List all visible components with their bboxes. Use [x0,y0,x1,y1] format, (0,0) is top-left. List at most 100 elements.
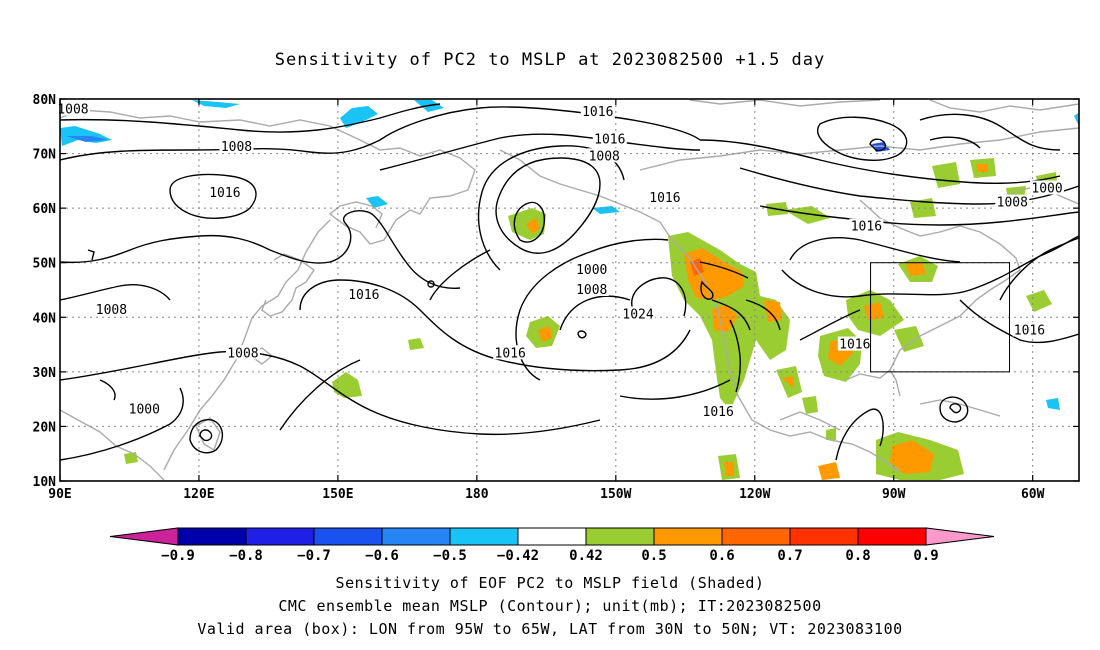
colorbar-low-triangle [109,527,179,546]
lon-tick-label: 90E [48,487,71,502]
mslp-contour [816,116,908,161]
contour-label-bg [574,261,609,276]
lat-tick-label: 70N [33,148,57,163]
positive-sensitivity-patch [124,452,138,464]
positive-sensitivity-patch [784,206,830,224]
colorbar-segment [789,527,859,546]
mslp-contour [87,249,95,261]
coastline [929,99,1079,113]
mslp-contour [959,299,1079,344]
contour-label-bg [837,336,872,351]
negative-sensitivity-patch [192,100,240,108]
lat-tick-label: 30N [33,366,57,381]
contour-label: 1016 [649,191,680,206]
contour-label-bg [621,306,656,321]
positive-sensitivity-patch [910,198,936,218]
colorbar-label: 0.5 [641,548,666,564]
mslp-contour [60,387,184,461]
contour-label: 1016 [851,220,882,235]
colorbar-label: 0.7 [777,548,802,564]
colorbar-label: 0.42 [569,548,603,564]
coastlines [60,99,1079,481]
contour-label: 1008 [57,102,88,117]
contour-label-bg [219,139,254,154]
colorbar-segment [449,527,519,546]
contour-label-bg [207,184,242,199]
contour-label-bg [995,194,1030,209]
positive-sensitivity-patch [894,326,924,352]
mslp-contour [169,173,257,219]
lat-lon-grid [60,99,1079,481]
mslp-contour [60,210,461,289]
coastline [163,219,331,471]
mslp-contour [919,113,1061,151]
contour-label: 1016 [1014,323,1045,338]
colorbar-label: −0.7 [297,548,331,564]
contour-label: 1024 [622,308,653,323]
lon-tick-label: 180 [465,487,489,502]
mslp-contour [729,319,741,393]
colorbar-label: 0.8 [845,548,870,564]
positive-sensitivity-patch [1026,290,1052,312]
colorbar-segment [653,527,723,546]
mslp-contour [379,133,701,171]
contour-label-bg [55,101,90,116]
mslp-contour [60,106,701,161]
contour-label: 1008 [227,346,258,361]
colorbar-label: −0.5 [433,548,467,564]
mslp-contour [949,403,962,414]
positive-sensitivity-patch [408,338,424,350]
colorbar-segment [245,527,315,546]
contour-label: 1000 [1031,181,1062,196]
positive-sensitivity-patch [864,302,884,320]
mslp-contour [513,201,545,243]
coastline [261,253,315,317]
mslp-contour [699,139,1061,184]
positive-sensitivity-patch [764,300,782,322]
contour-label-bg [701,404,736,419]
mslp-contour [759,205,1079,226]
mslp-contour [799,309,861,341]
contour-label-bg [849,218,884,233]
lat-tick-label: 10N [33,475,57,490]
colorbar-segment [313,527,383,546]
coastline [499,149,901,473]
colorbar-segment [585,527,655,546]
mslp-contour [189,419,223,454]
contour-label: 1008 [96,303,127,318]
contour-label-bg [94,302,129,317]
mslp-contour [789,237,961,263]
colorbar-label: −0.9 [161,548,195,564]
colorbar-segment [721,527,791,546]
caption-line-2: CMC ensemble mean MSLP (Contour); unit(m… [278,597,822,615]
contour-label-bg [346,286,381,301]
negative-sensitivity-patch [66,136,108,142]
contour-label: 1000 [129,403,160,418]
mslp-contour [619,379,731,400]
mslp-contour [429,249,491,301]
mslp-contour [700,280,714,300]
caption-line-3: Valid area (box): LON from 95W to 65W, L… [197,620,903,638]
mslp-contour [631,277,687,321]
lon-tick-label: 60W [1021,487,1045,502]
positive-sensitivity-patch [932,162,960,188]
map-title: Sensitivity of PC2 to MSLP at 2023082500… [274,50,826,70]
colorbar-segment [381,527,451,546]
contour-label-bg [1030,180,1065,195]
positive-sensitivity-patch [818,462,840,480]
mslp-contour [559,295,631,331]
mslp-contour [939,396,969,423]
contour-label-bg [592,131,627,146]
mslp-contour [869,138,886,152]
mslp-contour [427,280,435,288]
plot-frame [59,98,1080,482]
positive-sensitivity-patch [724,462,734,476]
contour-label-bg [587,148,622,163]
lat-tick-label: 20N [33,420,57,435]
lat-tick-label: 40N [33,311,57,326]
colorbar-label: −0.8 [229,548,263,564]
contour-label: 1008 [997,196,1028,211]
contour-label: 1016 [209,186,240,201]
